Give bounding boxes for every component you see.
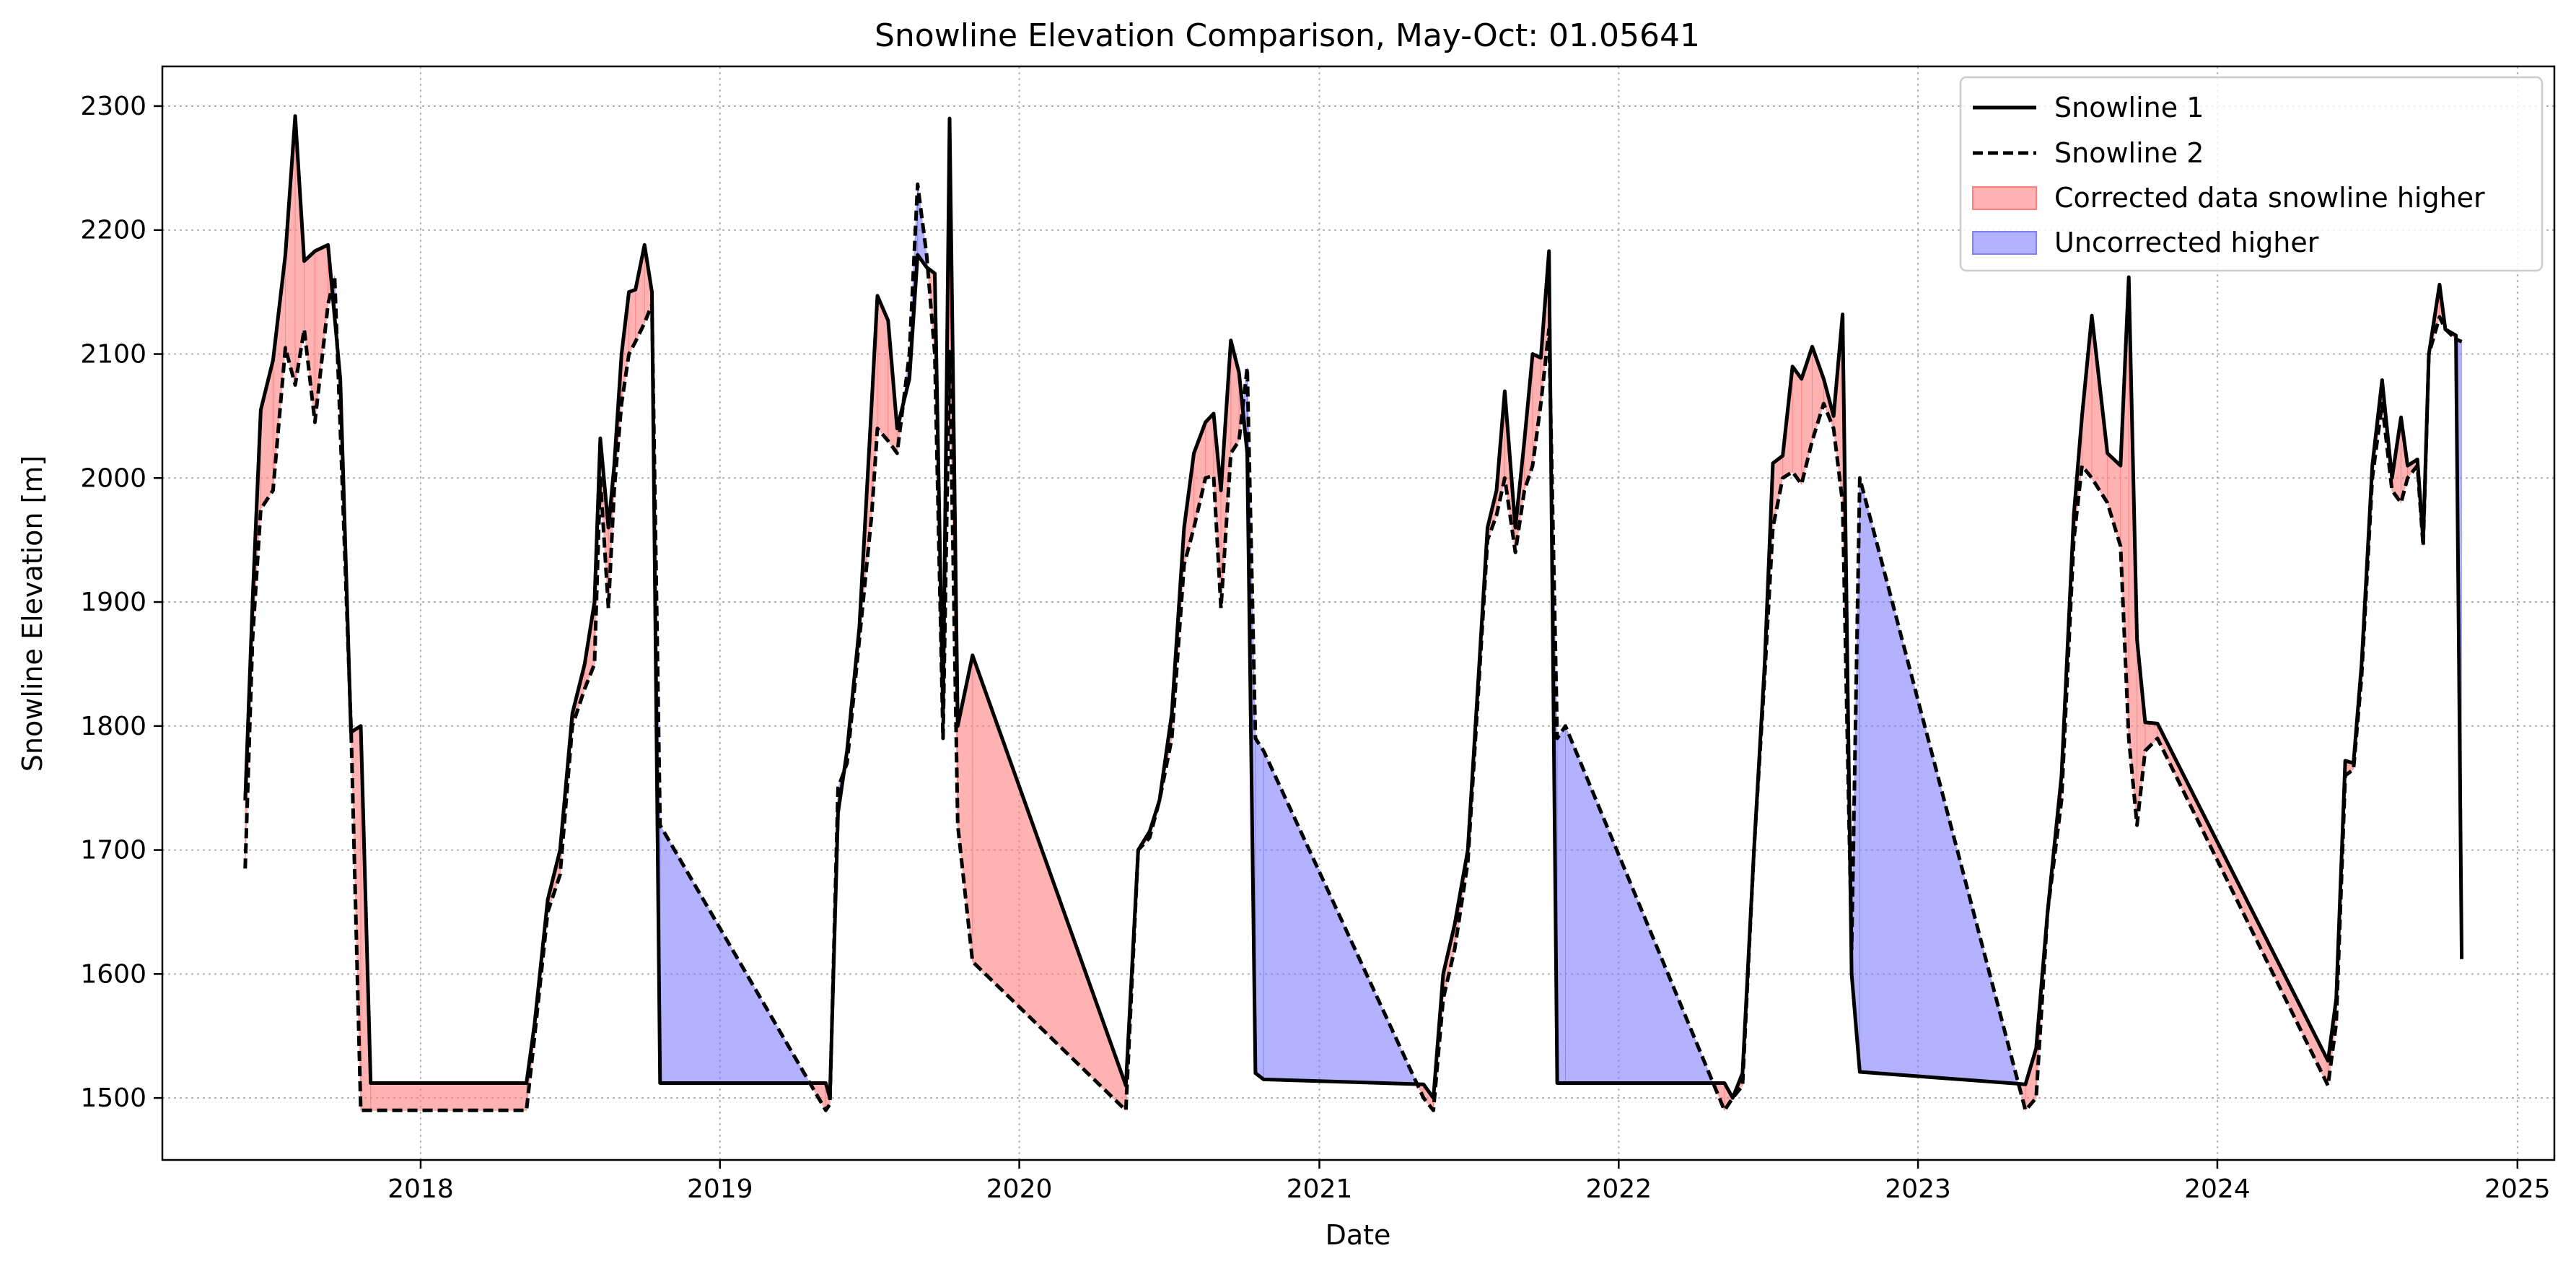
y-tick-label: 2100	[80, 340, 146, 370]
y-tick-label: 1800	[80, 712, 146, 741]
x-tick-label: 2019	[687, 1174, 753, 1204]
x-tick-label: 2020	[986, 1174, 1053, 1204]
axis-ticks: 1500 1600 1700 1800 1900 2000 2100 2200 2300 2018…	[80, 92, 2550, 1204]
y-tick-label: 2200	[80, 216, 146, 245]
legend-label-snowline-2: Snowline 2	[2054, 137, 2204, 169]
legend: Snowline 1 Snowline 2 Corrected data sno…	[1959, 76, 2544, 272]
legend-box	[1959, 76, 2544, 272]
legend-swatch-corrected-higher	[1972, 186, 2037, 210]
y-tick-label: 2000	[80, 463, 146, 493]
y-tick-label: 1900	[80, 588, 146, 617]
plot-area-frame	[161, 65, 2556, 1161]
legend-label-uncorrected-higher: Uncorrected higher	[2054, 227, 2319, 258]
x-axis-label: Date	[1326, 1219, 1391, 1251]
x-tick-label: 2023	[1885, 1174, 1951, 1204]
y-tick-label: 2300	[80, 92, 146, 121]
uncorrected-higher-fill	[1255, 737, 1264, 1081]
snowline-2-line	[243, 182, 2463, 1112]
x-tick-label: 2021	[1287, 1174, 1353, 1204]
y-tick-label: 1700	[80, 836, 146, 865]
series-lines	[243, 114, 2464, 1112]
legend-swatch-uncorrected-higher	[1972, 231, 2037, 255]
y-axis-label: Snowline Elevation [m]	[17, 455, 48, 772]
x-tick-label: 2018	[387, 1174, 454, 1204]
corrected-higher-fill	[1792, 365, 1802, 486]
legend-label-corrected-higher: Corrected data snowline higher	[2054, 182, 2485, 214]
x-tick-label: 2022	[1586, 1174, 1652, 1204]
corrected-higher-fill	[370, 1083, 527, 1111]
y-tick-label: 1600	[80, 959, 146, 989]
snowline-1-line	[243, 114, 2464, 1100]
legend-label-snowline-1: Snowline 1	[2054, 92, 2204, 123]
y-tick-label: 1500	[80, 1083, 146, 1113]
chart-title: Snowline Elevation Comparison, May-Oct: …	[875, 17, 1700, 54]
x-tick-label: 2025	[2484, 1174, 2551, 1204]
x-tick-label: 2024	[2184, 1174, 2251, 1204]
